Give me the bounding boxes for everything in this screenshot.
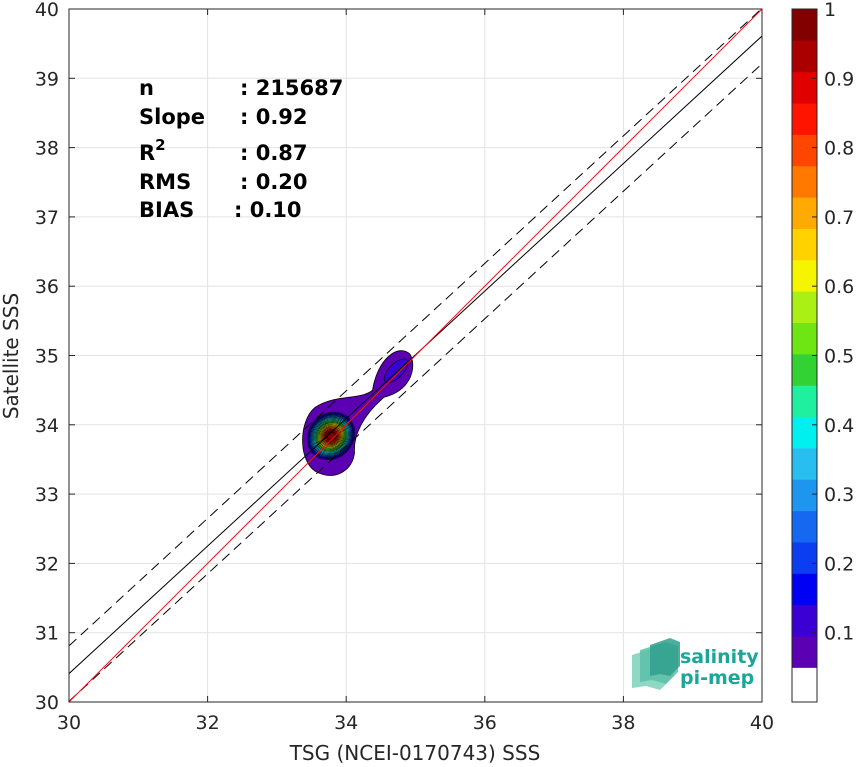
- stat-rms-key: RMS: [139, 170, 191, 194]
- statistics-box: n : 215687 Slope : 0.92 R2 : 0.87 RMS : …: [139, 76, 343, 222]
- colorbar-tick-label: 1: [824, 0, 836, 21]
- colorbar-band-16: [792, 165, 817, 198]
- colorbar-band-14: [792, 228, 817, 261]
- colorbar-tick-label: 0.3: [824, 484, 854, 506]
- colorbar-tick-label: 0.7: [824, 207, 854, 229]
- colorbar-ticks: 0.1 0.2 0.3 0.4 0.5 0.6 0.7 0.8 0.9 1: [812, 0, 854, 645]
- colorbar-band-12: [792, 291, 817, 323]
- colorbar-band-5: [792, 510, 817, 543]
- colorbar-band-7: [792, 447, 817, 480]
- colorbar-band-3: [792, 573, 817, 606]
- logo-text-pimep: pi-mep: [680, 667, 754, 689]
- logo-text-salinity: salinity: [680, 646, 759, 668]
- stat-slope-key: Slope: [139, 105, 205, 129]
- colorbar-tick-label: 0.4: [824, 415, 854, 437]
- x-axis-ticks: 30 32 34 36 38 40: [57, 9, 774, 734]
- x-axis-label: TSG (NCEI-0170743) SSS: [289, 741, 541, 765]
- colorbar-band-19: [792, 71, 817, 104]
- x-tick-label: 34: [334, 712, 358, 734]
- colorbar-band-2: [792, 604, 817, 637]
- stat-rms-value: : 0.20: [240, 170, 308, 194]
- stat-bias-value: : 0.10: [234, 198, 302, 222]
- colorbar-band-8: [792, 416, 817, 449]
- line-one-to-one: [69, 9, 762, 702]
- colorbar-band-1: [792, 636, 817, 668]
- colorbar-band-9: [792, 385, 817, 418]
- y-tick-label: 30: [35, 692, 59, 714]
- x-tick-label: 36: [473, 712, 497, 734]
- colorbar-band-21: [792, 9, 817, 41]
- stat-r2-sup: 2: [155, 136, 165, 154]
- colorbar-band-15: [792, 197, 817, 229]
- colorbar-band-10: [792, 353, 817, 386]
- logo-waves-icon: [632, 638, 680, 690]
- colorbar: [792, 9, 817, 702]
- stat-r2-base: R: [139, 141, 155, 165]
- y-tick-label: 35: [35, 346, 59, 368]
- y-tick-label: 39: [35, 68, 59, 90]
- y-axis-ticks: 30 31 32 33 34 35 36 37 38 39 40: [35, 0, 762, 714]
- y-tick-label: 32: [35, 553, 59, 575]
- density-contours: [302, 350, 414, 476]
- y-axis-label: Satellite SSS: [0, 293, 23, 419]
- stat-r2-value: : 0.87: [240, 141, 308, 165]
- colorbar-band-17: [792, 134, 817, 167]
- colorbar-tick-label: 0.2: [824, 553, 854, 575]
- colorbar-band-4: [792, 541, 817, 574]
- salinity-pi-mep-logo: salinity pi-mep: [632, 638, 759, 690]
- y-tick-label: 37: [35, 207, 59, 229]
- colorbar-tick-label: 0.5: [824, 346, 854, 368]
- density-secondary-peak: [383, 358, 409, 383]
- stat-r2-key: R2: [139, 136, 166, 165]
- x-tick-label: 30: [57, 712, 81, 734]
- line-fit-plus-2rms: [69, 9, 762, 647]
- x-tick-label: 32: [196, 712, 220, 734]
- y-tick-label: 31: [35, 623, 59, 645]
- colorbar-tick-label: 0.1: [824, 623, 854, 645]
- line-fit-minus-2rms: [69, 63, 762, 702]
- colorbar-band-0: [792, 667, 817, 702]
- x-tick-label: 40: [750, 712, 774, 734]
- colorbar-band-6: [792, 479, 817, 512]
- stat-slope-value: : 0.92: [240, 105, 308, 129]
- colorbar-tick-label: 0.9: [824, 68, 854, 90]
- y-tick-label: 33: [35, 484, 59, 506]
- colorbar-band-20: [792, 40, 817, 73]
- colorbar-tick-label: 0.8: [824, 138, 854, 160]
- stat-n-key: n: [139, 76, 154, 100]
- y-tick-label: 36: [35, 276, 59, 298]
- colorbar-band-11: [792, 322, 817, 355]
- colorbar-tick-label: 0.6: [824, 276, 854, 298]
- y-tick-label: 38: [35, 138, 59, 160]
- y-tick-label: 34: [35, 415, 59, 437]
- colorbar-band-18: [792, 103, 817, 135]
- stat-n-value: : 215687: [240, 76, 343, 100]
- y-tick-label: 40: [35, 0, 59, 21]
- x-tick-label: 38: [611, 712, 635, 734]
- reference-lines: [69, 9, 762, 702]
- colorbar-band-13: [792, 259, 817, 292]
- stat-bias-key: BIAS: [139, 198, 194, 222]
